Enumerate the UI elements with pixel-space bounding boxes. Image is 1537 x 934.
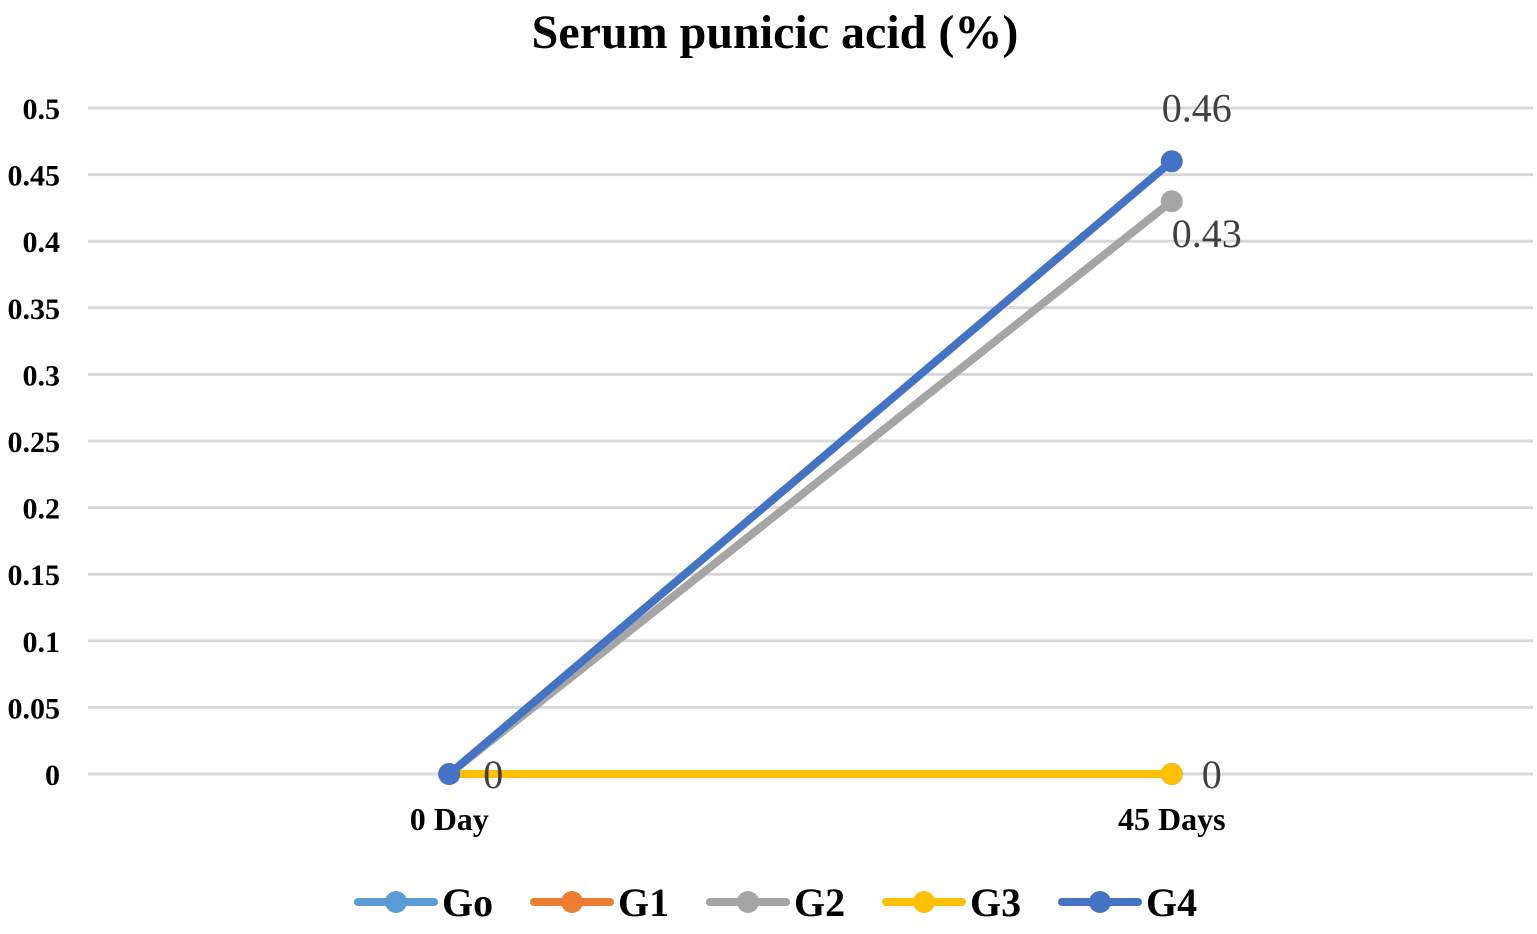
legend-marker bbox=[913, 891, 935, 913]
legend-item-g3: G3 bbox=[882, 880, 1021, 925]
legend-item-go: Go bbox=[354, 880, 493, 925]
legend-label: G4 bbox=[1146, 880, 1197, 925]
legend-marker bbox=[561, 891, 583, 913]
legend-marker bbox=[737, 891, 759, 913]
legend-item-g4: G4 bbox=[1058, 880, 1197, 925]
x-tick-label: 0 Day bbox=[410, 801, 489, 837]
y-tick-label: 0.5 bbox=[23, 93, 61, 126]
y-tick-label: 0.25 bbox=[8, 426, 61, 459]
series-g3 bbox=[438, 763, 1183, 785]
y-tick-label: 0.1 bbox=[23, 626, 61, 659]
data-label: 0.46 bbox=[1162, 85, 1232, 130]
y-tick-label: 0.3 bbox=[23, 359, 61, 392]
x-tick-label: 45 Days bbox=[1118, 801, 1226, 837]
series-line bbox=[445, 157, 1176, 778]
legend-marker bbox=[1089, 891, 1111, 913]
series-lines bbox=[438, 150, 1183, 785]
y-tick-label: 0.2 bbox=[23, 493, 61, 526]
data-point bbox=[1160, 763, 1183, 785]
legend-marker bbox=[385, 891, 407, 913]
data-point bbox=[1160, 190, 1183, 213]
legend-item-g1: G1 bbox=[530, 880, 669, 925]
gridlines bbox=[88, 106, 1533, 776]
series-line bbox=[445, 197, 1176, 778]
legend: Go G1 G2 G3 G4 bbox=[354, 880, 1197, 925]
legend-item-g2: G2 bbox=[706, 880, 845, 925]
data-label: 0 bbox=[483, 752, 503, 797]
series-g4 bbox=[438, 150, 1183, 785]
chart-title: Serum punicic acid (%) bbox=[532, 6, 1019, 59]
series-g2 bbox=[438, 190, 1183, 785]
data-labels: 0 0 0.43 0.46 bbox=[483, 85, 1242, 797]
y-tick-label: 0.05 bbox=[8, 692, 61, 725]
data-point bbox=[438, 763, 461, 785]
y-tick-label: 0.4 bbox=[23, 226, 61, 259]
y-axis-ticks: 0 0.05 0.1 0.15 0.2 0.25 0.3 0.35 0.4 0.45 0.5 bbox=[8, 93, 61, 792]
data-point bbox=[1160, 150, 1183, 173]
data-label: 0 bbox=[1202, 752, 1222, 797]
y-tick-label: 0 bbox=[45, 759, 60, 792]
x-axis-ticks: 0 Day 45 Days bbox=[410, 801, 1226, 837]
legend-label: G3 bbox=[970, 880, 1021, 925]
y-tick-label: 0.35 bbox=[8, 293, 61, 326]
legend-label: G2 bbox=[794, 880, 845, 925]
y-tick-label: 0.45 bbox=[8, 160, 61, 193]
legend-label: G1 bbox=[618, 880, 669, 925]
y-tick-label: 0.15 bbox=[8, 559, 61, 592]
data-label: 0.43 bbox=[1172, 211, 1242, 256]
legend-label: Go bbox=[442, 880, 493, 925]
